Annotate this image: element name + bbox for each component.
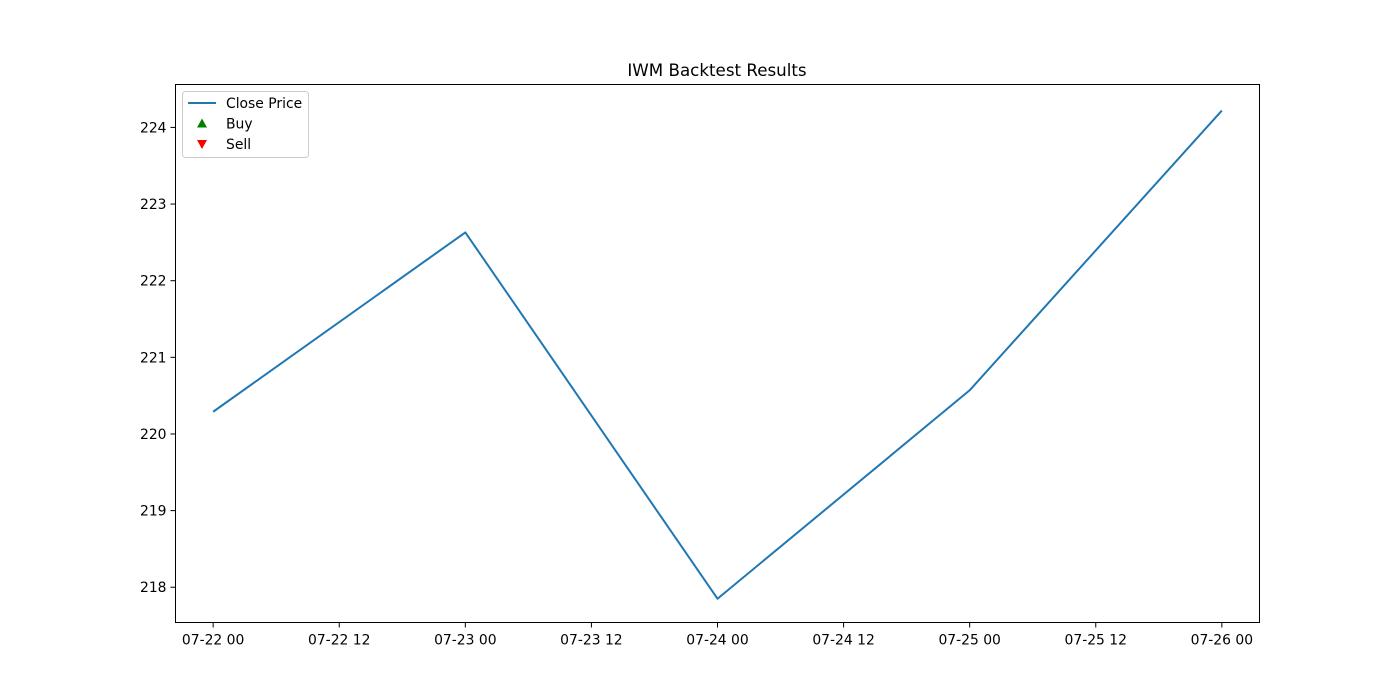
legend: Close Price Buy Sell: [182, 91, 309, 158]
x-tick-label: 07-22 00: [182, 633, 244, 649]
y-tick-label: 219: [140, 504, 167, 520]
close-price-line: [212, 109, 1223, 600]
series-layer: [212, 109, 1223, 600]
y-tick-label: 222: [140, 274, 167, 290]
legend-triangle-down-icon: [197, 140, 207, 149]
x-tick-label: 07-22 12: [308, 633, 370, 649]
y-axis: 218 219 220 221 222 223 224: [140, 120, 176, 596]
legend-label: Buy: [226, 117, 253, 133]
plot-area: [175, 84, 1260, 623]
legend-label: Sell: [226, 137, 251, 153]
y-tick-label: 223: [140, 197, 167, 213]
x-axis: 07-22 00 07-22 12 07-23 00 07-23 12 07-24 00…: [182, 622, 1253, 649]
x-tick-label: 07-23 12: [560, 633, 622, 649]
y-tick-label: 218: [140, 580, 167, 596]
legend-label: Close Price: [226, 96, 302, 112]
legend-box: [182, 91, 309, 158]
y-tick-label: 224: [140, 120, 167, 136]
y-tick-label: 220: [140, 427, 167, 443]
x-tick-label: 07-26 00: [1191, 633, 1253, 649]
x-tick-label: 07-24 00: [686, 633, 748, 649]
legend-triangle-up-icon: [197, 118, 207, 128]
x-tick-label: 07-24 12: [812, 633, 874, 649]
x-tick-label: 07-25 12: [1065, 633, 1127, 649]
chart-title: IWM Backtest Results: [627, 60, 806, 80]
y-tick-label: 221: [140, 350, 167, 366]
x-tick-label: 07-23 00: [434, 633, 496, 649]
x-tick-label: 07-25 00: [938, 633, 1000, 649]
